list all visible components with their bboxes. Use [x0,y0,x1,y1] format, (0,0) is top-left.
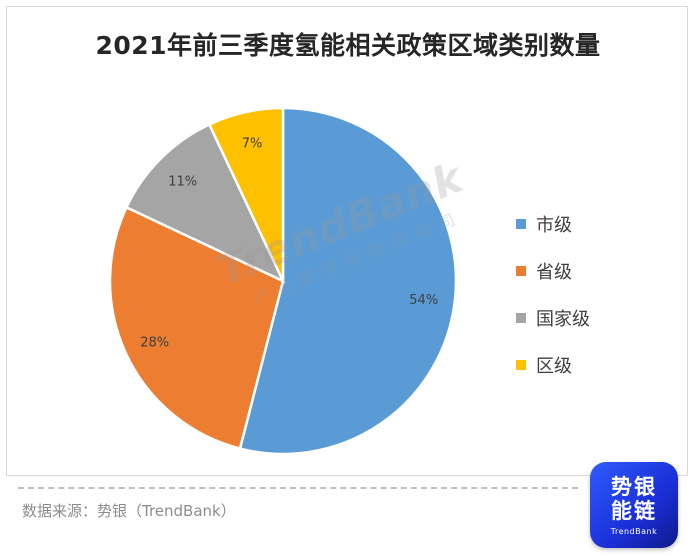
trendbank-logo: 势银 能链 TrendBank [590,462,678,548]
legend-item-3: 国家级 [516,294,590,341]
legend-swatch-1 [516,218,526,229]
legend-label-2: 省级 [536,261,572,283]
legend-swatch-4 [516,359,526,370]
divider [18,487,578,489]
pie-slice-1 [238,106,458,456]
legend-item-2: 省级 [516,247,590,294]
data-label-4: 7% [242,137,263,152]
legend-label-4: 区级 [536,355,572,377]
logo-line1: 势银 [611,474,657,499]
legend-swatch-2 [516,265,526,276]
legend-item-4: 区级 [516,341,590,388]
legend-swatch-3 [516,312,526,323]
pie-slice-3 [124,122,286,284]
legend-item-1: 市级 [516,200,590,247]
chart-frame [6,6,688,476]
chart-title: 2021年前三季度氢能相关政策区域类别数量 [95,31,601,60]
data-label-2: 28% [140,335,169,350]
data-source: 数据来源：势银（TrendBank） [22,502,236,520]
pie-slice-4 [207,106,285,282]
logo-line2: 能链 [611,498,657,523]
logo-line3: TrendBank [610,526,658,536]
data-label-1: 54% [409,293,438,308]
chart-legend: 市级 省级 国家级 区级 [516,200,590,388]
legend-label-3: 国家级 [536,308,590,330]
data-label-3: 11% [168,175,197,190]
legend-label-1: 市级 [536,214,572,236]
pie-slice-2 [108,205,285,451]
